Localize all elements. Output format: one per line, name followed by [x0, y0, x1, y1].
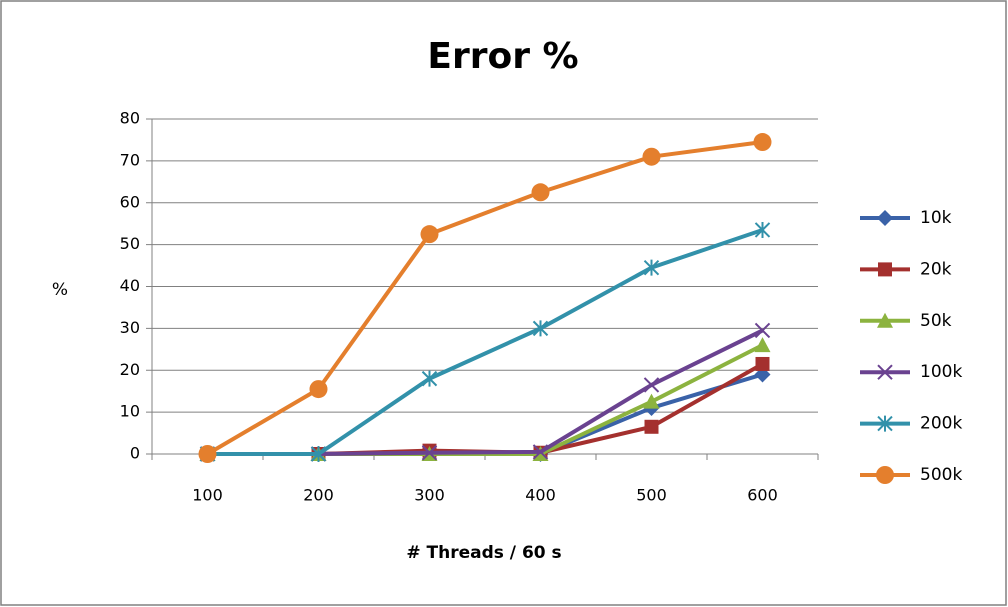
marker: [643, 259, 660, 276]
x-tick-label: 600: [747, 486, 778, 505]
y-tick-label: 10: [120, 402, 140, 421]
marker: [421, 370, 438, 387]
marker: [877, 210, 893, 226]
marker: [754, 337, 771, 353]
marker: [877, 312, 893, 328]
marker: [643, 377, 660, 393]
x-axis-label: # Threads / 60 s: [406, 543, 561, 563]
y-tick-label: 80: [120, 109, 140, 128]
y-axis-label: %: [52, 280, 68, 300]
marker: [420, 225, 439, 244]
legend-label: 100k: [920, 362, 962, 382]
x-tick-label: 500: [636, 486, 667, 505]
series-line: [207, 228, 764, 456]
marker: [421, 445, 438, 461]
legend-label: 20k: [920, 259, 952, 279]
y-tick-label: 30: [120, 318, 140, 337]
y-tick-label: 60: [120, 192, 140, 211]
marker: [198, 445, 217, 463]
marker: [755, 356, 770, 371]
y-tick-label: 70: [120, 150, 140, 169]
marker: [877, 415, 893, 432]
marker: [642, 147, 661, 166]
marker: [644, 419, 659, 434]
x-tick-label: 200: [303, 486, 334, 505]
legend-label: 10k: [920, 208, 952, 228]
marker: [310, 446, 327, 462]
y-tick-label: 0: [130, 444, 140, 463]
marker: [309, 380, 328, 399]
legend-label: 500k: [920, 465, 962, 485]
marker: [878, 262, 892, 277]
chart-title: Error %: [427, 36, 578, 77]
y-tick-label: 20: [120, 360, 140, 379]
marker: [877, 364, 893, 380]
marker: [876, 466, 894, 484]
x-tick-label: 400: [525, 486, 556, 505]
marker: [753, 133, 772, 152]
marker: [532, 444, 549, 460]
marker: [754, 221, 771, 238]
x-tick-label: 100: [192, 486, 223, 505]
marker: [643, 393, 660, 409]
marker: [531, 183, 550, 202]
legend-label: 200k: [920, 414, 962, 434]
y-tick-label: 50: [120, 234, 140, 253]
series-line: [206, 140, 763, 456]
legend-label: 50k: [920, 311, 952, 331]
marker: [754, 322, 771, 339]
x-tick-label: 300: [414, 486, 445, 505]
y-tick-label: 40: [120, 276, 140, 295]
marker: [532, 320, 549, 337]
